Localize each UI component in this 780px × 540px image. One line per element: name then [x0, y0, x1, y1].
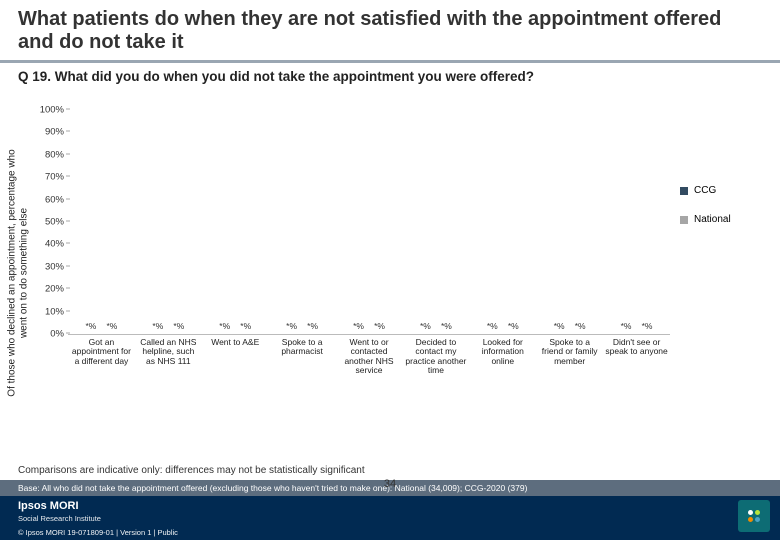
bars-container: *% *% *% *% *% *% *% *% *% *% *% *% *% *% *% *% *% *% — [68, 110, 670, 334]
legend-swatch-icon — [680, 187, 688, 195]
slide: What patients do when they are not satis… — [0, 0, 780, 540]
logo-dot-icon — [748, 517, 753, 522]
plot-area: *%*%*%*%*%*%*%*%*%*%*%*%*%*%*%*%*%*% 0%1… — [68, 110, 670, 335]
footer-brand: Ipsos MORI Social Research Institute — [18, 500, 101, 524]
y-tick: 20% — [26, 284, 64, 295]
bar-value-label: *% — [642, 321, 653, 331]
y-tick: 90% — [26, 127, 64, 138]
y-tick: 40% — [26, 239, 64, 250]
footnote: Comparisons are indicative only: differe… — [0, 457, 780, 480]
bar-value-label: *% — [575, 321, 586, 331]
bar-value-label: *% — [420, 321, 431, 331]
page-title: What patients do when they are not satis… — [18, 8, 762, 54]
bar-value-label: *% — [554, 321, 565, 331]
x-axis-labels: Got an appointment for a different dayCa… — [68, 335, 670, 375]
x-label: Looked for information online — [469, 335, 536, 375]
legend-label: CCG — [694, 185, 716, 196]
logo-dot-icon — [755, 517, 760, 522]
bar-value-label: *% — [152, 321, 163, 331]
bar-value-label: *% — [353, 321, 364, 331]
bar-value-label: *% — [173, 321, 184, 331]
x-label: Spoke to a friend or family member — [536, 335, 603, 375]
bar-value-label: *% — [219, 321, 230, 331]
footer: Ipsos MORI Social Research Institute © I… — [0, 496, 780, 540]
legend-item: National — [680, 214, 770, 225]
x-label: Called an NHS helpline, such as NHS 111 — [135, 335, 202, 375]
y-tick: 30% — [26, 261, 64, 272]
question-text: Q 19. What did you do when you did not t… — [18, 69, 762, 84]
bar-value-label: *% — [307, 321, 318, 331]
x-label: Didn't see or speak to anyone — [603, 335, 670, 375]
y-tick: 0% — [26, 329, 64, 340]
logo-dots — [748, 510, 760, 522]
legend-swatch-icon — [680, 216, 688, 224]
title-block: What patients do when they are not satis… — [0, 0, 780, 60]
brand-sub: Social Research Institute — [18, 514, 101, 523]
bar-value-label: *% — [86, 321, 97, 331]
logo-dot-icon — [748, 510, 753, 515]
footer-copyright: © Ipsos MORI 19-071809-01 | Version 1 | … — [18, 528, 178, 537]
bar-value-label: *% — [508, 321, 519, 331]
bar-value-label: *% — [107, 321, 118, 331]
bar-value-label: *% — [286, 321, 297, 331]
slide-number: 34 — [384, 478, 396, 490]
x-label: Went to A&E — [202, 335, 269, 375]
bar-value-label: *% — [441, 321, 452, 331]
question-row: Q 19. What did you do when you did not t… — [0, 63, 780, 90]
brand-main: Ipsos MORI — [18, 500, 79, 512]
bar-value-label: *% — [487, 321, 498, 331]
legend-item: CCG — [680, 185, 770, 196]
bar-value-label: *% — [240, 321, 251, 331]
y-tick: 10% — [26, 306, 64, 317]
y-tick: 80% — [26, 149, 64, 160]
legend-label: National — [694, 214, 731, 225]
bar-value-label: *% — [621, 321, 632, 331]
y-tick: 70% — [26, 172, 64, 183]
x-label: Decided to contact my practice another t… — [402, 335, 469, 375]
x-label: Spoke to a pharmacist — [269, 335, 336, 375]
y-tick: 60% — [26, 194, 64, 205]
bar-value-label: *% — [374, 321, 385, 331]
x-label: Went to or contacted another NHS service — [336, 335, 403, 375]
legend: CCG National — [680, 185, 770, 243]
x-label: Got an appointment for a different day — [68, 335, 135, 375]
y-tick: 50% — [26, 217, 64, 228]
y-tick: 100% — [26, 105, 64, 116]
logo-dot-icon — [755, 510, 760, 515]
chart-region: Of those who declined an appointment, pe… — [0, 90, 780, 457]
ipsos-logo-icon — [738, 500, 770, 532]
